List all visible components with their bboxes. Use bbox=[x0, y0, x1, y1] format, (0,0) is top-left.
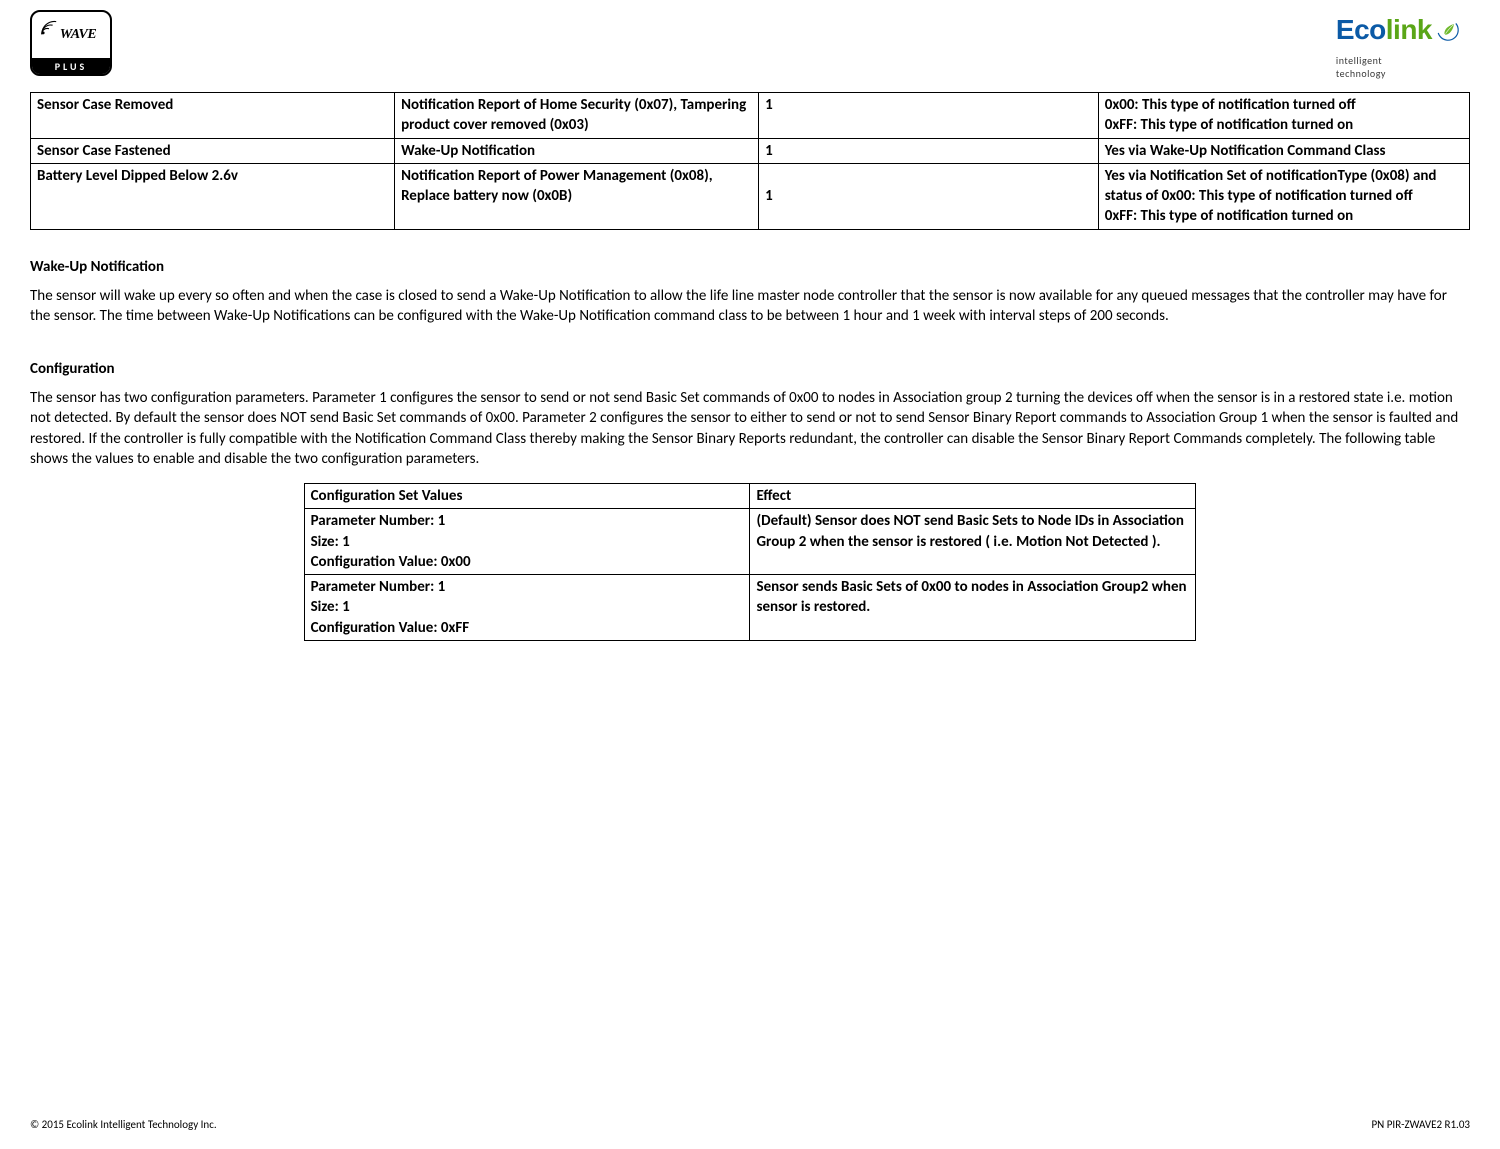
wakeup-heading: Wake-Up Notification bbox=[30, 258, 1470, 276]
wakeup-body: The sensor will wake up every so often a… bbox=[30, 286, 1470, 327]
configuration-heading: Configuration bbox=[30, 360, 1470, 378]
page-header: WAVE PLUS Ecolink intelligent technology bbox=[30, 10, 1470, 80]
zwave-badge-top: WAVE bbox=[32, 12, 110, 58]
footer-copyright: © 2015 Ecolink Intelligent Technology In… bbox=[30, 1118, 217, 1131]
config-head-values: Configuration Set Values bbox=[304, 484, 750, 509]
cell-trigger: Sensor Case Removed bbox=[31, 93, 395, 139]
logo-eco: Eco bbox=[1336, 14, 1386, 45]
table-row: Configuration Set Values Effect bbox=[304, 484, 1196, 509]
footer-partnumber: PN PIR-ZWAVE2 R1.03 bbox=[1371, 1118, 1470, 1131]
cell-group: 1 bbox=[759, 138, 1099, 163]
notification-table: Sensor Case Removed Notification Report … bbox=[30, 92, 1470, 230]
config-cell-effect: (Default) Sensor does NOT send Basic Set… bbox=[750, 509, 1196, 575]
config-cell-values: Parameter Number: 1 Size: 1 Configuratio… bbox=[304, 509, 750, 575]
cell-status: 0x00: This type of notification turned o… bbox=[1098, 93, 1469, 139]
signal-arcs-icon bbox=[40, 18, 58, 36]
cell-trigger: Battery Level Dipped Below 2.6v bbox=[31, 163, 395, 229]
logo-link: link bbox=[1386, 14, 1432, 45]
zwave-plus-label: PLUS bbox=[32, 58, 110, 74]
cell-status: Yes via Wake-Up Notification Command Cla… bbox=[1098, 138, 1469, 163]
cell-report: Notification Report of Home Security (0x… bbox=[395, 93, 759, 139]
table-row: Parameter Number: 1 Size: 1 Configuratio… bbox=[304, 575, 1196, 641]
config-cell-values: Parameter Number: 1 Size: 1 Configuratio… bbox=[304, 575, 750, 641]
config-table-wrap: Configuration Set Values Effect Paramete… bbox=[30, 483, 1470, 641]
zwave-plus-badge: WAVE PLUS bbox=[30, 10, 112, 76]
config-head-effect: Effect bbox=[750, 484, 1196, 509]
logo-tagline: intelligent technology bbox=[1336, 54, 1430, 80]
cell-group: 1 bbox=[759, 163, 1099, 229]
table-row: Sensor Case Fastened Wake-Up Notificatio… bbox=[31, 138, 1470, 163]
page: WAVE PLUS Ecolink intelligent technology bbox=[0, 0, 1500, 1149]
cell-report: Wake-Up Notification bbox=[395, 138, 759, 163]
table-row: Battery Level Dipped Below 2.6v Notifica… bbox=[31, 163, 1470, 229]
table-row: Sensor Case Removed Notification Report … bbox=[31, 93, 1470, 139]
cell-report: Notification Report of Power Management … bbox=[395, 163, 759, 229]
cell-status: Yes via Notification Set of notification… bbox=[1098, 163, 1469, 229]
zwave-wave-text: WAVE bbox=[60, 27, 96, 43]
cell-trigger: Sensor Case Fastened bbox=[31, 138, 395, 163]
cell-group: 1 bbox=[759, 93, 1099, 139]
page-footer: © 2015 Ecolink Intelligent Technology In… bbox=[30, 1118, 1470, 1131]
configuration-table: Configuration Set Values Effect Paramete… bbox=[304, 483, 1197, 641]
leaf-icon bbox=[1436, 18, 1460, 42]
configuration-body: The sensor has two configuration paramet… bbox=[30, 388, 1470, 469]
ecolink-logo: Ecolink intelligent technology bbox=[1336, 10, 1470, 46]
config-cell-effect: Sensor sends Basic Sets of 0x00 to nodes… bbox=[750, 575, 1196, 641]
table-row: Parameter Number: 1 Size: 1 Configuratio… bbox=[304, 509, 1196, 575]
